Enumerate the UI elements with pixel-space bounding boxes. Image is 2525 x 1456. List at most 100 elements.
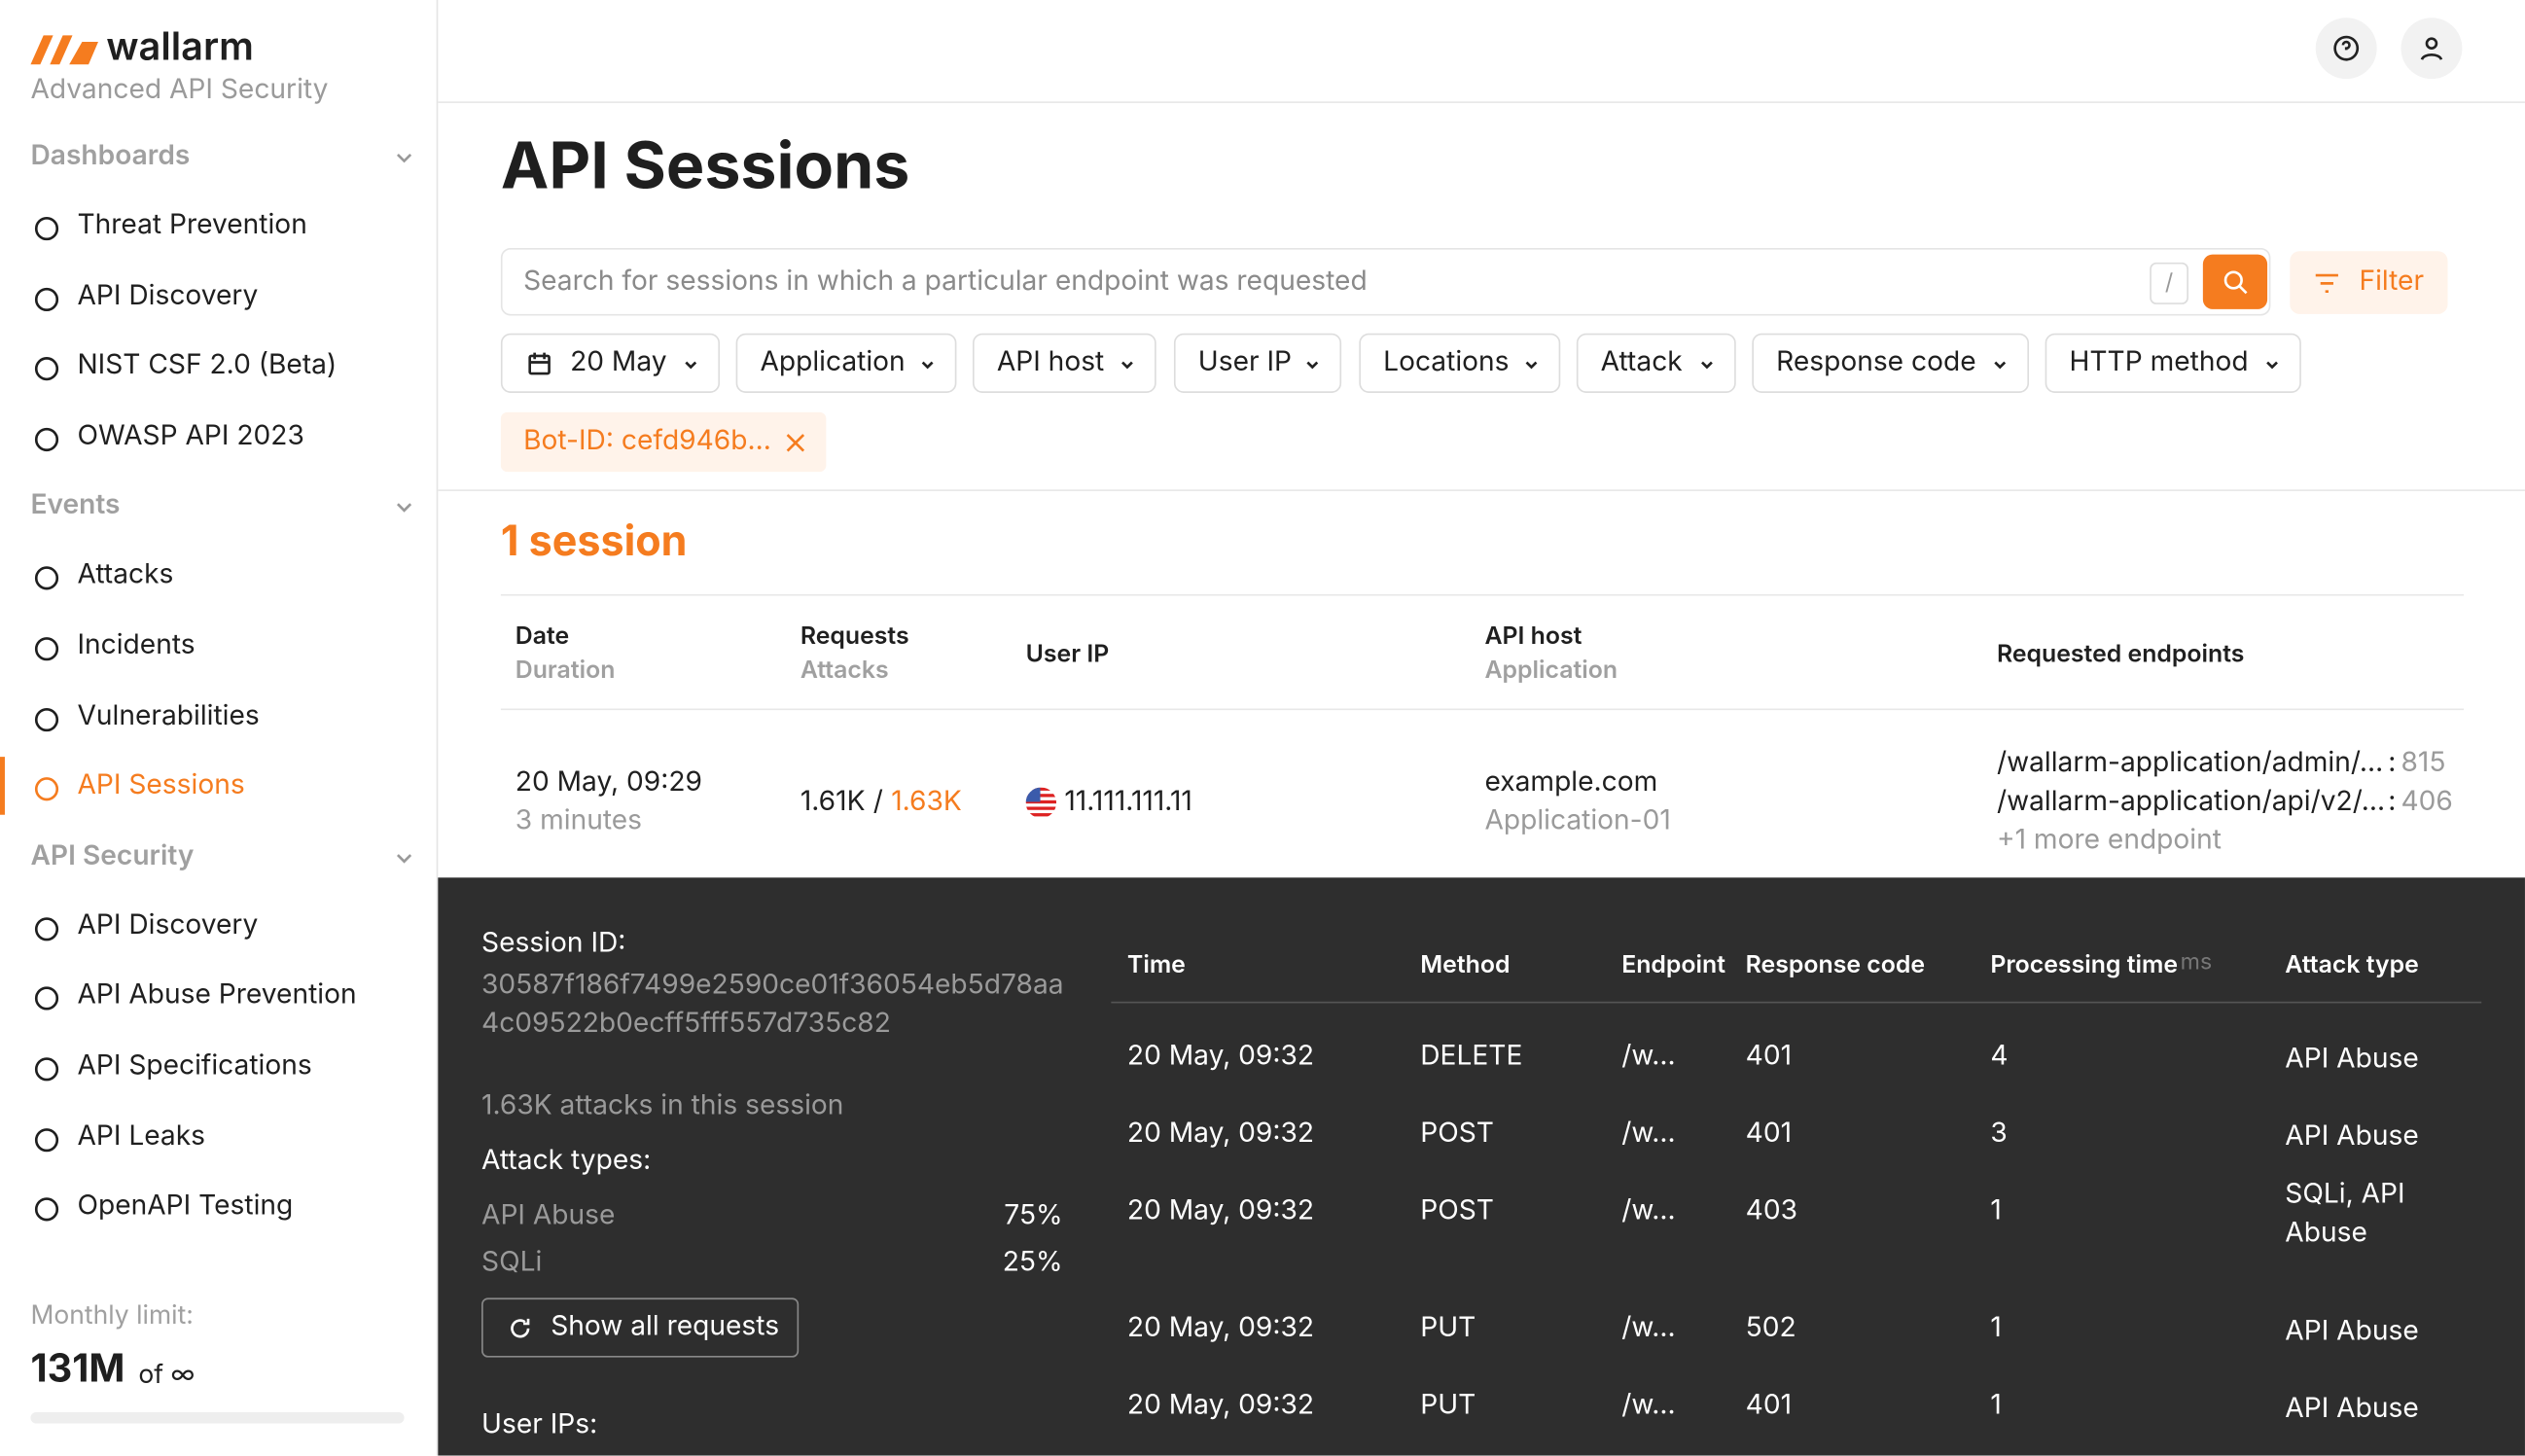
icon xyxy=(2417,34,2446,63)
attacks: 1.63K xyxy=(891,785,962,819)
request-cell: 20 May, 09:32 xyxy=(1126,1312,1315,1345)
user-ips-label: User IPs: xyxy=(481,1408,598,1441)
nav-item[interactable]: API Specifications xyxy=(77,1049,312,1083)
request-cell: API Abuse xyxy=(2285,1393,2419,1426)
column-header: Time xyxy=(1126,948,1186,979)
requests: 1.61K xyxy=(800,785,866,819)
request-cell: 4 xyxy=(1990,1040,2009,1073)
icon xyxy=(32,1125,61,1154)
column-subheader: Application xyxy=(1484,654,1618,685)
request-cell: POST xyxy=(1420,1194,1494,1227)
request-cell: 401 xyxy=(1745,1117,1793,1151)
nav-item[interactable]: Threat Prevention xyxy=(77,209,307,242)
active-marker xyxy=(0,757,5,816)
session-label: Session ID: xyxy=(481,927,626,960)
icon xyxy=(2221,267,2250,297)
detail-panel: Session ID: 30587f186f7499e2590ce01f36054… xyxy=(438,877,2525,1456)
nav-item[interactable]: API Leaks xyxy=(77,1119,206,1153)
request-cell: 401 xyxy=(1745,1389,1793,1422)
request-cell: 1 xyxy=(1990,1194,2002,1227)
nav-item[interactable]: API Sessions xyxy=(77,769,245,802)
filter-dropdown[interactable]: 20 May xyxy=(500,333,721,393)
filter-dropdown[interactable]: Application xyxy=(735,333,957,393)
help-button[interactable] xyxy=(2315,18,2377,80)
request-cell: SQLi, API Abuse xyxy=(2285,1178,2405,1250)
filter-dropdown[interactable]: HTTP method xyxy=(2045,333,2301,393)
search-button[interactable] xyxy=(2202,254,2268,309)
show-all-button[interactable]: Show all requests xyxy=(481,1297,800,1358)
request-cell: API Abuse xyxy=(2285,1120,2419,1154)
request-cell: API Abuse xyxy=(2285,1315,2419,1348)
nav-section[interactable]: Events xyxy=(30,489,121,523)
icon xyxy=(32,564,61,593)
nav-item[interactable]: API Abuse Prevention xyxy=(77,979,357,1012)
icon xyxy=(32,284,61,313)
nav-item[interactable]: OWASP API 2023 xyxy=(77,419,304,452)
column-header: Requested endpoints xyxy=(1996,637,2245,669)
column-header: Method xyxy=(1420,948,1511,979)
more-endpoints[interactable]: +1 more endpoint xyxy=(1996,824,2222,857)
icon xyxy=(32,984,61,1013)
filter-chip[interactable]: Bot-ID: cefd946b... xyxy=(500,411,827,473)
chip-label: Bot-ID: cefd946b... xyxy=(523,425,771,458)
nav-item[interactable]: NIST CSF 2.0 (Beta) xyxy=(77,349,338,382)
nav-item[interactable]: OpenAPI Testing xyxy=(77,1190,294,1223)
column-header: Requests xyxy=(800,620,909,651)
nav-section[interactable]: API Security xyxy=(30,839,195,872)
request-cell: 20 May, 09:32 xyxy=(1126,1389,1315,1422)
request-cell: /w... xyxy=(1621,1312,1676,1345)
nav-item[interactable]: Vulnerabilities xyxy=(77,699,260,732)
application: Application-01 xyxy=(1484,804,1671,837)
search-key: / xyxy=(2150,262,2188,304)
nav-item[interactable]: Incidents xyxy=(77,629,196,662)
column-header: Endpoint xyxy=(1621,948,1726,979)
icon xyxy=(1517,349,1547,378)
filter-button[interactable]: Filter xyxy=(2290,251,2448,314)
request-cell: 401 xyxy=(1745,1040,1793,1073)
detail-head-line xyxy=(1111,1001,2482,1004)
nav-item[interactable]: API Discovery xyxy=(77,909,259,942)
nav-item[interactable]: Attacks xyxy=(77,559,174,592)
column-header: Response code xyxy=(1745,948,1926,979)
request-cell: 20 May, 09:32 xyxy=(1126,1194,1315,1227)
filter-dropdown[interactable]: Attack xyxy=(1576,333,1736,393)
icon xyxy=(2312,268,2341,298)
icon xyxy=(1985,349,2014,378)
request-cell: /w... xyxy=(1621,1194,1676,1227)
column-subheader: Duration xyxy=(515,654,616,685)
search-box[interactable] xyxy=(500,247,2271,316)
filter-label: Response code xyxy=(1776,345,1976,379)
endpoint-separator: : xyxy=(2388,747,2397,780)
nav-section[interactable]: Dashboards xyxy=(30,140,191,173)
endpoint-count: 815 xyxy=(2401,747,2446,780)
filter-label: Filter xyxy=(2359,266,2425,299)
endpoint-path: /wallarm-application/api/v2/... xyxy=(1996,785,2386,819)
icon xyxy=(32,1195,61,1225)
filter-dropdown[interactable]: API host xyxy=(972,333,1156,393)
nav-item[interactable]: API Discovery xyxy=(77,279,259,312)
filter-dropdown[interactable]: Locations xyxy=(1359,333,1561,393)
request-cell: 20 May, 09:32 xyxy=(1126,1040,1315,1073)
user-ip: 11.111.111.11 xyxy=(1064,785,1192,819)
endpoint-count: 406 xyxy=(2401,785,2453,819)
attacks-summary: 1.63K attacks in this session xyxy=(481,1089,844,1122)
request-cell: PUT xyxy=(1420,1312,1476,1345)
icon xyxy=(2258,349,2287,378)
attack-type: SQLi xyxy=(481,1246,543,1279)
separator: / xyxy=(872,785,883,819)
request-cell: 20 May, 09:32 xyxy=(1126,1117,1315,1151)
column-header: Attack type xyxy=(2285,948,2419,979)
icon xyxy=(1113,349,1142,378)
limit-of: of ∞ xyxy=(138,1357,196,1390)
filter-dropdown[interactable]: User IP xyxy=(1173,333,1342,393)
divider xyxy=(438,489,2525,491)
column-header: API host xyxy=(1484,620,1583,651)
user-button[interactable] xyxy=(2401,18,2463,80)
icon xyxy=(913,349,942,378)
request-cell: /w... xyxy=(1621,1040,1676,1073)
filter-dropdown[interactable]: Response code xyxy=(1752,333,2030,393)
icon xyxy=(32,355,61,384)
icon xyxy=(32,704,61,733)
request-cell: API Abuse xyxy=(2285,1043,2419,1076)
column-subheader: Attacks xyxy=(800,654,889,685)
